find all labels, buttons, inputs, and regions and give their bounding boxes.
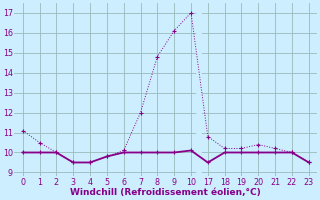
X-axis label: Windchill (Refroidissement éolien,°C): Windchill (Refroidissement éolien,°C): [70, 188, 261, 197]
